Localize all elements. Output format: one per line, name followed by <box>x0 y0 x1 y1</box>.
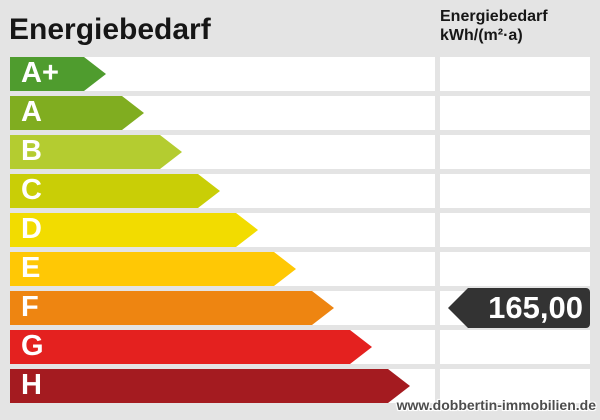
energy-class-label-f: F <box>21 290 39 323</box>
row-track-a-plus: A+ <box>10 57 435 91</box>
energy-arrow-h: H <box>10 369 410 403</box>
row-track-a: A <box>10 96 435 130</box>
value-cell-h <box>440 369 590 403</box>
energy-row-a: A <box>0 96 600 130</box>
energy-arrow-a-plus: A+ <box>10 57 106 91</box>
energy-arrow-g: G <box>10 330 372 364</box>
energy-row-d: D <box>0 213 600 247</box>
energy-class-label-a: A <box>21 95 42 128</box>
energy-row-h: H <box>0 369 600 403</box>
row-track-g: G <box>10 330 435 364</box>
unit-header: Energiebedarf kWh/(m²·a) <box>440 7 548 45</box>
energy-class-label-h: H <box>21 368 42 401</box>
value-badge-text: 165,00 <box>488 289 583 325</box>
energy-arrow-c: C <box>10 174 220 208</box>
value-cell-a <box>440 96 590 130</box>
value-cell-g <box>440 330 590 364</box>
value-cell-b <box>440 135 590 169</box>
energy-arrow-d: D <box>10 213 258 247</box>
value-cell-f: 165,00 <box>440 288 590 328</box>
energy-row-g: G <box>0 330 600 364</box>
energy-row-f: F 165,00 <box>0 288 600 328</box>
unit-header-line2: kWh/(m²·a) <box>440 27 523 44</box>
value-cell-d <box>440 213 590 247</box>
row-track-h: H <box>10 369 435 403</box>
energy-class-label-e: E <box>21 251 41 284</box>
row-track-d: D <box>10 213 435 247</box>
energy-class-label-b: B <box>21 134 42 167</box>
energy-class-label-c: C <box>21 173 42 206</box>
row-track-e: E <box>10 252 435 286</box>
energy-row-a-plus: A+ <box>0 57 600 91</box>
energy-arrow-b: B <box>10 135 182 169</box>
value-cell-c <box>440 174 590 208</box>
energy-class-label-g: G <box>21 329 44 362</box>
value-cell-e <box>440 252 590 286</box>
energy-arrow-f: F <box>10 291 334 325</box>
value-cell-a-plus <box>440 57 590 91</box>
energy-scale: A+ A B C D E F 165,00 G H <box>0 57 600 403</box>
value-badge: 165,00 <box>448 288 590 328</box>
energy-arrow-a: A <box>10 96 144 130</box>
energy-class-label-a-plus: A+ <box>21 56 59 89</box>
energy-row-e: E <box>0 252 600 286</box>
energy-class-label-d: D <box>21 212 42 245</box>
watermark: www.dobbertin-immobilien.de <box>396 397 596 413</box>
energy-row-c: C <box>0 174 600 208</box>
row-track-b: B <box>10 135 435 169</box>
row-track-c: C <box>10 174 435 208</box>
energy-arrow-e: E <box>10 252 296 286</box>
unit-header-line1: Energiebedarf <box>440 8 548 25</box>
page-title: Energiebedarf <box>9 13 211 46</box>
energy-row-b: B <box>0 135 600 169</box>
row-track-f: F <box>10 291 435 325</box>
